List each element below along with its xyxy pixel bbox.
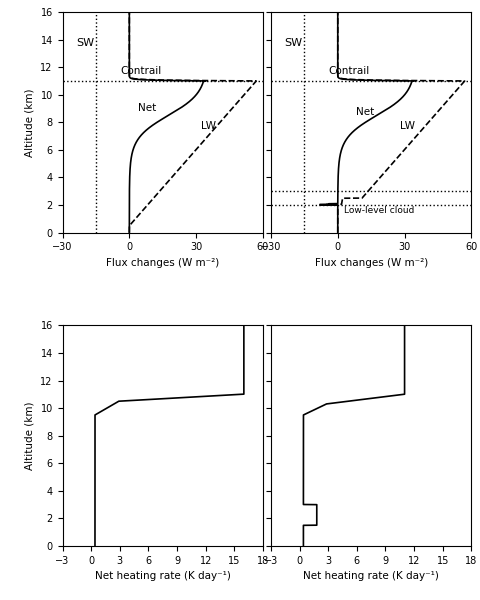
Text: SW: SW	[76, 38, 94, 49]
X-axis label: Flux changes (W m⁻²): Flux changes (W m⁻²)	[314, 258, 427, 268]
Y-axis label: Altitude (km): Altitude (km)	[25, 401, 35, 470]
Text: LW: LW	[399, 121, 414, 131]
X-axis label: Net heating rate (K day⁻¹): Net heating rate (K day⁻¹)	[302, 571, 438, 581]
Text: Contrail: Contrail	[120, 66, 161, 76]
Text: LW: LW	[200, 121, 215, 131]
Text: Net: Net	[138, 103, 156, 113]
Y-axis label: Altitude (km): Altitude (km)	[25, 88, 35, 157]
X-axis label: Flux changes (W m⁻²): Flux changes (W m⁻²)	[106, 258, 219, 268]
Text: Net: Net	[355, 107, 373, 118]
Text: Contrail: Contrail	[328, 66, 369, 76]
X-axis label: Net heating rate (K day⁻¹): Net heating rate (K day⁻¹)	[95, 571, 230, 581]
Text: Low-level cloud: Low-level cloud	[344, 206, 414, 215]
Text: SW: SW	[284, 38, 302, 49]
